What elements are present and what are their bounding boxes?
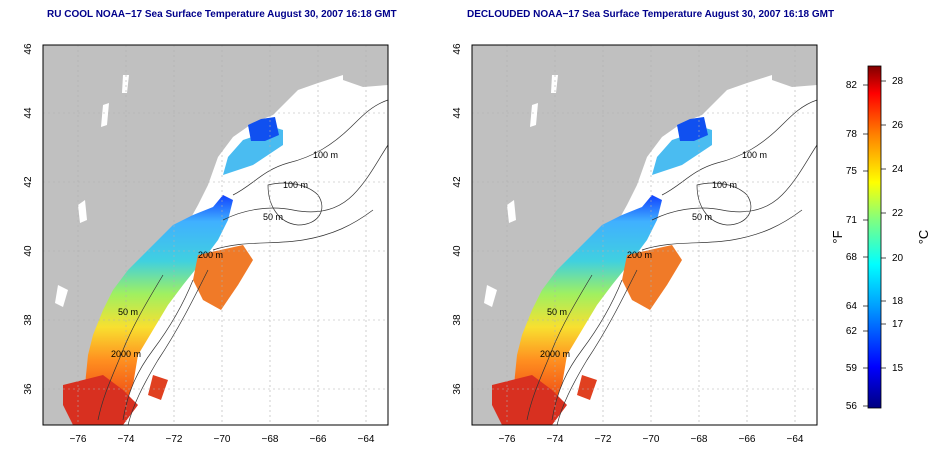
right-map: 100 m 100 m 50 m 200 m 50 m 2000 m −76 −… <box>452 43 818 445</box>
lat-tick: 36 <box>452 383 463 395</box>
lon-tick: −76 <box>70 434 87 445</box>
lon-tick: −66 <box>310 434 327 445</box>
contour-label: 100 m <box>283 180 308 190</box>
contour-label: 50 m <box>547 307 567 317</box>
fahrenheit-tick: 68 <box>846 252 858 263</box>
lat-tick: 36 <box>23 383 34 395</box>
lon-tick: −64 <box>358 434 375 445</box>
lon-tick: −70 <box>214 434 231 445</box>
lon-tick: −72 <box>166 434 183 445</box>
contour-label: 100 m <box>742 150 767 160</box>
fahrenheit-tick: 62 <box>846 326 858 337</box>
lat-tick: 42 <box>23 176 34 188</box>
lat-tick: 46 <box>452 43 463 55</box>
left-map-title: RU COOL NOAA−17 Sea Surface Temperature … <box>47 9 397 20</box>
celsius-tick: 24 <box>892 164 904 175</box>
lat-tick: 38 <box>452 314 463 326</box>
right-map-title: DECLOUDED NOAA−17 Sea Surface Temperatur… <box>467 9 835 20</box>
lat-tick: 40 <box>23 245 34 257</box>
fahrenheit-axis-label: °F <box>830 230 845 243</box>
fahrenheit-tick: 64 <box>846 301 858 312</box>
celsius-tick: 26 <box>892 120 904 131</box>
lon-tick: −68 <box>691 434 708 445</box>
left-map: 100 m 100 m 50 m 200 m 50 m 2000 m −76 −… <box>23 43 389 445</box>
lon-tick: −76 <box>499 434 516 445</box>
celsius-tick: 18 <box>892 296 904 307</box>
lat-tick: 40 <box>452 245 463 257</box>
celsius-tick: 20 <box>892 253 904 264</box>
contour-label: 50 m <box>692 212 712 222</box>
contour-label: 200 m <box>198 250 223 260</box>
contour-label: 200 m <box>627 250 652 260</box>
contour-label: 100 m <box>313 150 338 160</box>
lon-tick: −64 <box>787 434 804 445</box>
contour-label: 50 m <box>263 212 283 222</box>
contour-label: 2000 m <box>540 349 570 359</box>
celsius-axis-label: °C <box>916 230 931 245</box>
lon-tick: −74 <box>118 434 135 445</box>
fahrenheit-tick: 59 <box>846 363 858 374</box>
colorbar-gradient <box>867 65 882 409</box>
celsius-tick: 28 <box>892 76 904 87</box>
celsius-tick: 22 <box>892 208 904 219</box>
fahrenheit-tick: 82 <box>846 80 858 91</box>
lon-tick: −66 <box>739 434 756 445</box>
lon-tick: −74 <box>547 434 564 445</box>
lat-tick: 44 <box>23 107 34 119</box>
lat-tick: 44 <box>452 107 463 119</box>
fahrenheit-tick: 56 <box>846 401 858 412</box>
lat-tick: 46 <box>23 43 34 55</box>
contour-label: 50 m <box>118 307 138 317</box>
contour-label: 2000 m <box>111 349 141 359</box>
lat-tick: 42 <box>452 176 463 188</box>
lat-tick: 38 <box>23 314 34 326</box>
colorbar: 56 59 62 64 68 71 75 78 82 15 17 18 20 2… <box>830 65 931 412</box>
lon-tick: −68 <box>262 434 279 445</box>
lon-tick: −72 <box>595 434 612 445</box>
celsius-tick: 15 <box>892 363 904 374</box>
celsius-tick: 17 <box>892 319 904 330</box>
lon-tick: −70 <box>643 434 660 445</box>
fahrenheit-tick: 75 <box>846 166 858 177</box>
fahrenheit-tick: 71 <box>846 215 858 226</box>
contour-label: 100 m <box>712 180 737 190</box>
fahrenheit-tick: 78 <box>846 129 858 140</box>
